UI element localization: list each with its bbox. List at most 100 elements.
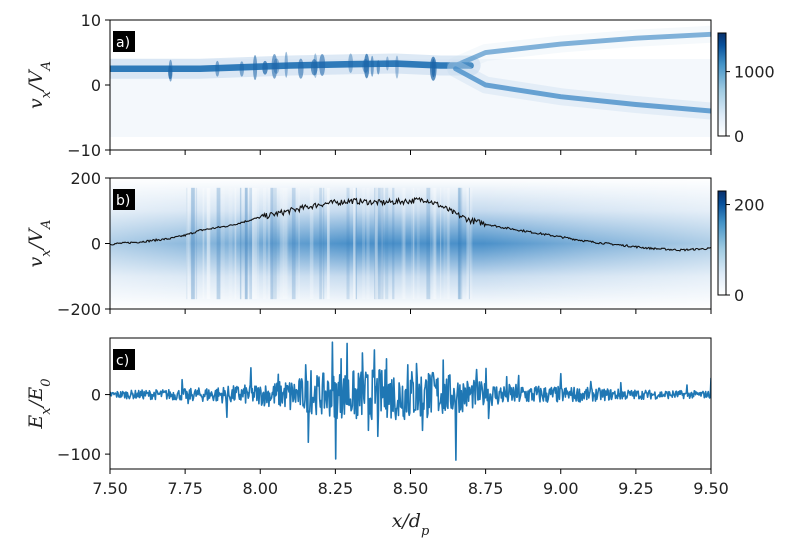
y-tick-label: −10 bbox=[67, 141, 101, 160]
density-streak bbox=[374, 187, 378, 300]
x-tick-label: 8.75 bbox=[468, 479, 504, 498]
density-streak bbox=[298, 187, 300, 300]
density-streak bbox=[432, 187, 436, 300]
colorbar bbox=[717, 190, 727, 296]
density-streak bbox=[426, 187, 431, 300]
density-blob bbox=[348, 53, 354, 74]
density-streak bbox=[374, 187, 377, 300]
panel-c: 0 −100 7.50 7.75 8.00 8.25 8.50 8.75 9.00 9.25 9.5… bbox=[57, 337, 729, 539]
colorbar-tick-label: 0 bbox=[734, 286, 744, 305]
density-streak bbox=[411, 187, 415, 300]
density-streak bbox=[430, 187, 432, 300]
density-streak bbox=[281, 187, 285, 300]
density-streak bbox=[191, 187, 195, 300]
density-streak bbox=[279, 187, 283, 300]
density-streak bbox=[468, 187, 473, 300]
panel-tag-box bbox=[113, 189, 135, 210]
density-streak bbox=[319, 187, 322, 300]
density-streak bbox=[447, 187, 449, 300]
density-streak bbox=[434, 187, 437, 300]
density-streak bbox=[285, 187, 289, 300]
x-tick-label: 7.50 bbox=[92, 479, 128, 498]
y-tick-label: 0 bbox=[91, 76, 101, 95]
density-streak bbox=[444, 187, 448, 300]
panel-tag-box bbox=[113, 349, 135, 370]
density-streak bbox=[381, 187, 384, 300]
x-tick-label: 9.00 bbox=[543, 479, 579, 498]
colorbar-tick-label: 1000 bbox=[734, 63, 775, 82]
y-tick-label: 0 bbox=[91, 235, 101, 254]
panel-b: 200 0 −200 b) 200 0 bbox=[57, 169, 765, 319]
colorbar bbox=[717, 32, 727, 137]
panel-a: 10 0 −10 a) 1000 0 bbox=[67, 11, 774, 160]
panel-tag-label: a) bbox=[116, 35, 130, 51]
density-streak bbox=[270, 187, 274, 300]
density-streak bbox=[353, 187, 355, 300]
density-blob bbox=[370, 55, 374, 77]
x-tick-label: 7.75 bbox=[167, 479, 203, 498]
x-tick-label: 9.50 bbox=[693, 479, 729, 498]
density-streak bbox=[220, 187, 225, 300]
x-tick-label: 8.50 bbox=[393, 479, 429, 498]
beam-2 bbox=[453, 66, 711, 114]
beam-1 bbox=[453, 31, 711, 68]
density-streak bbox=[401, 187, 404, 300]
density-blob bbox=[429, 56, 437, 81]
density-streak bbox=[209, 187, 211, 300]
density-streak bbox=[362, 187, 366, 300]
density-blob bbox=[310, 59, 318, 76]
panel-tag-box bbox=[113, 31, 135, 52]
density-streak bbox=[252, 187, 255, 300]
density-streak bbox=[216, 187, 221, 300]
density-streak bbox=[195, 187, 198, 300]
density-streak bbox=[186, 187, 188, 300]
y-tick-label: −100 bbox=[57, 445, 101, 464]
density-streak bbox=[207, 187, 209, 300]
density-streak bbox=[402, 187, 406, 300]
beam-0 bbox=[110, 60, 474, 73]
density-streak bbox=[377, 187, 381, 300]
density-streak bbox=[327, 187, 330, 300]
density-streak bbox=[443, 187, 445, 300]
x-tick-label: 8.00 bbox=[242, 479, 278, 498]
y-axis-label: vx /VA bbox=[25, 61, 54, 109]
density-streak bbox=[202, 187, 205, 300]
density-streak bbox=[416, 187, 420, 300]
density-streak bbox=[255, 187, 260, 300]
density-streak bbox=[291, 187, 296, 300]
density-streak bbox=[381, 187, 384, 300]
ex-series-line bbox=[110, 341, 711, 461]
density-blob bbox=[376, 60, 380, 75]
density-streak bbox=[228, 187, 233, 300]
density-blob bbox=[262, 60, 268, 75]
density-streak bbox=[268, 187, 270, 300]
y-tick-label: 200 bbox=[70, 169, 101, 188]
density-streak bbox=[346, 187, 350, 300]
density-streak bbox=[353, 187, 357, 300]
density-streak bbox=[185, 187, 190, 300]
density-streak bbox=[245, 187, 248, 300]
density-streak bbox=[272, 187, 277, 300]
density-blob bbox=[395, 55, 399, 79]
y-tick-label: 0 bbox=[91, 386, 101, 405]
density-streak bbox=[326, 187, 330, 300]
density-streak bbox=[251, 187, 256, 300]
density-streak bbox=[355, 187, 358, 300]
density-streak bbox=[458, 187, 463, 300]
density-streak bbox=[392, 187, 395, 300]
density-streak bbox=[447, 187, 451, 300]
y-tick-label: −200 bbox=[57, 300, 101, 319]
density-fade bbox=[110, 178, 711, 309]
density-streak bbox=[262, 187, 266, 300]
density-streak bbox=[282, 187, 287, 300]
y-axis-label: vx /VA bbox=[25, 220, 54, 268]
density-streak bbox=[366, 187, 370, 300]
colorbar-tick-label: 200 bbox=[734, 196, 765, 215]
density-streak bbox=[457, 187, 462, 300]
y-tick-label: 10 bbox=[81, 11, 101, 30]
density-blob bbox=[385, 56, 389, 71]
density-streak bbox=[206, 187, 210, 300]
density-blob bbox=[284, 51, 288, 78]
density-streak bbox=[468, 187, 471, 300]
